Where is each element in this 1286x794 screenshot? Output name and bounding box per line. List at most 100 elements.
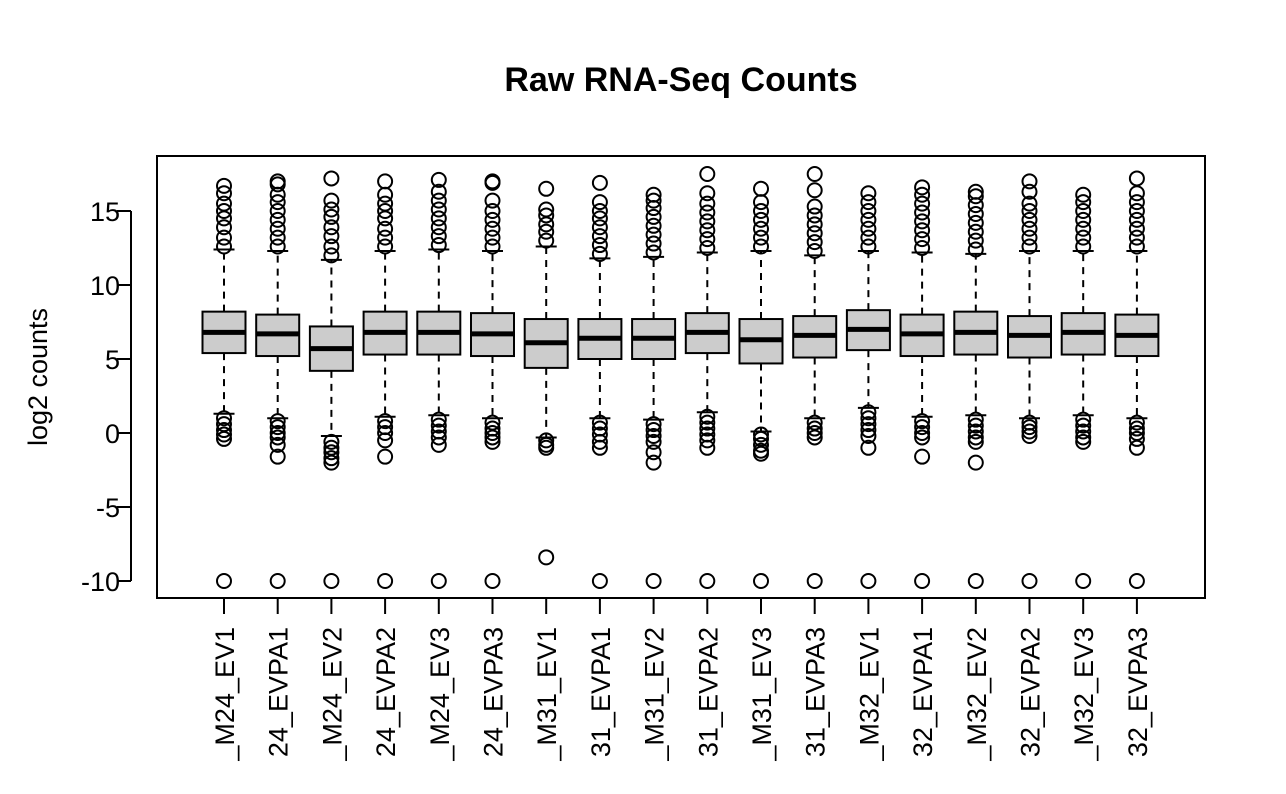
outlier-point [1021,419,1038,436]
outlier-point [967,573,984,589]
outlier-point [1128,220,1145,237]
outlier-point [699,439,716,456]
outlier-point [1128,194,1145,211]
outlier-point [914,413,931,430]
outlier-point [323,228,340,245]
outlier-point [538,201,555,218]
outlier-point [269,573,286,589]
box-32_EVPA3 [1114,170,1160,589]
outlier-point [269,194,286,211]
outlier-point [645,226,662,243]
box-31_EVPA3 [792,166,838,589]
x-tick-label: 32_EVPA1 [908,627,938,757]
outlier-point [967,232,984,249]
outlier-point [1075,238,1092,255]
box-_M24_EV3 [416,171,462,589]
outlier-point [806,420,823,437]
outlier-point [269,436,286,453]
outlier-point [430,411,447,428]
outlier-point [806,225,823,242]
outlier-point [377,573,394,589]
outlier-point [753,211,769,228]
box-_M31_EV3 [738,180,784,589]
outlier-point [591,219,608,236]
outlier-point [967,417,984,434]
outlier-point [967,454,984,471]
outlier-point [484,238,501,255]
outlier-point [1021,220,1038,237]
outlier-point [699,195,716,212]
outlier-point [269,203,286,219]
outlier-point [538,232,555,249]
y-tick-label: -10 [81,567,120,597]
outlier-point [860,238,877,255]
outlier-point [323,450,340,467]
outlier-point [1021,173,1038,190]
outlier-point [1128,170,1145,187]
outlier-point [645,454,662,471]
box-_M31_EV2 [631,186,677,589]
outlier-point [430,573,447,589]
outlier-point [1075,429,1092,446]
outlier-point [860,422,877,439]
outlier-point [914,429,931,446]
outlier-point [967,429,984,446]
box-31_EVPA1 [577,174,623,589]
outlier-point [484,173,501,190]
outlier-point [216,177,232,194]
outlier-point [377,220,394,237]
outlier-point [806,429,823,446]
outlier-point [860,185,877,202]
outlier-point [753,220,769,237]
outlier-point [269,220,286,237]
outlier-point [216,195,232,212]
outlier-point [538,432,555,449]
box-24_EVPA1 [255,173,301,589]
outlier-point [430,417,447,434]
outlier-point [269,429,286,446]
outlier-point [967,423,984,440]
outlier-point [860,194,877,211]
outlier-point [645,573,662,589]
outlier-point [1021,211,1038,228]
outlier-point [538,180,555,197]
outlier-point [269,238,286,255]
x-tick-label: 32_EVPA2 [1016,627,1046,757]
box-_M32_EV2 [953,183,999,589]
outlier-point [860,410,877,427]
outlier-point [591,245,608,262]
outlier-point [753,203,769,219]
outlier-point [269,211,286,228]
outlier-point [914,204,931,221]
outlier-point [377,413,394,430]
outlier-point [699,166,716,182]
y-tick-label: 15 [90,197,120,227]
outlier-point [377,448,394,465]
outlier-point [645,192,662,209]
outlier-point [645,427,662,444]
outlier-point [699,231,716,248]
x-tick-label: _M32_EV2 [962,627,992,762]
box-31_EVPA2 [684,166,730,589]
outlier-point [377,432,394,449]
boxes [201,166,1160,589]
outlier-point [538,549,555,566]
outlier-point [1075,229,1092,246]
outlier-point [377,425,394,441]
outlier-point [1128,238,1145,255]
outlier-point [323,573,340,589]
outlier-point [753,436,769,453]
outlier-point [323,454,340,471]
outlier-point [377,229,394,246]
x-tick-label: 31_EVPA1 [586,627,616,757]
outlier-point [860,211,877,228]
box-_M24_EV1 [201,177,247,589]
outlier-point [860,404,877,421]
outlier-point [806,207,823,224]
outlier-point [1128,430,1145,447]
outlier-point [967,183,984,200]
outlier-point [216,410,232,427]
outlier-point [645,208,662,225]
outlier-point [806,166,823,182]
